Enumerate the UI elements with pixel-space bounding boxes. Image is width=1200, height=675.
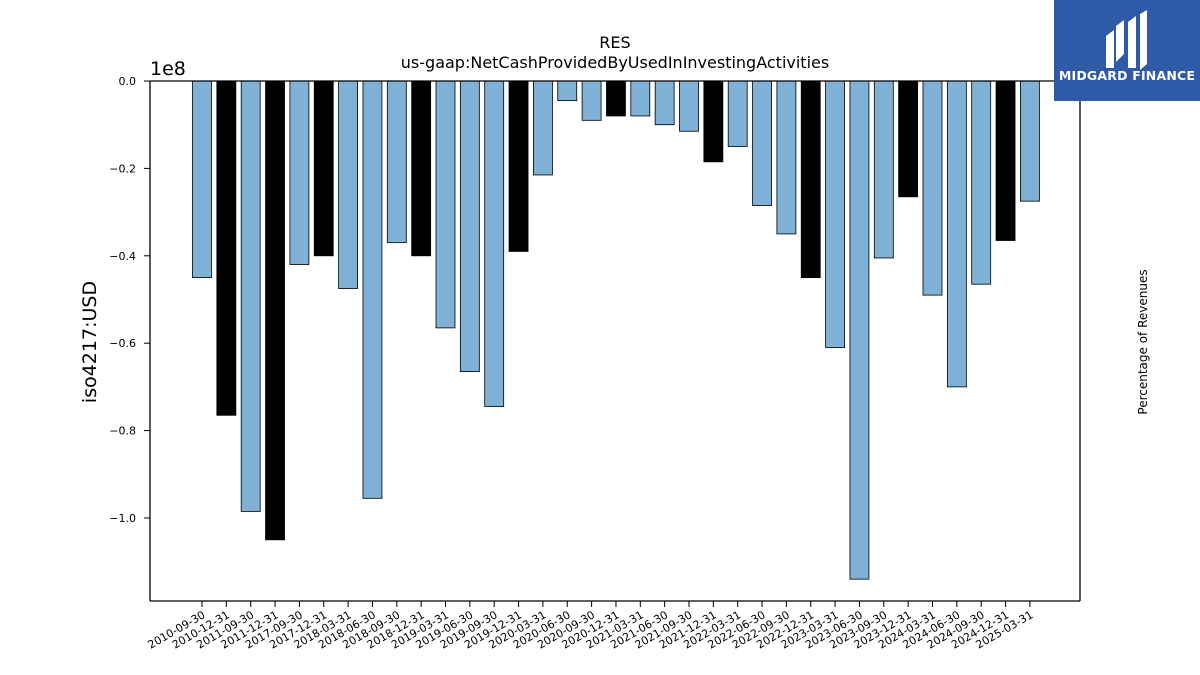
- chart-subtitle: us-gaap:NetCashProvidedByUsedInInvesting…: [401, 53, 829, 72]
- bar: [435, 80, 456, 329]
- y-tick-label: −1.0: [109, 512, 136, 525]
- bar: [995, 80, 1016, 241]
- bar: [727, 80, 748, 147]
- y-offset-label: 1e8: [150, 58, 186, 80]
- bar: [289, 80, 310, 265]
- y-tick-label: −0.2: [109, 162, 136, 175]
- bar: [873, 80, 894, 259]
- bar: [362, 80, 383, 499]
- bar: [654, 80, 675, 126]
- y-tick-label: 0.0: [119, 75, 137, 88]
- midgard-finance-logo: MIDGARD FINANCE: [1054, 0, 1200, 101]
- y-axis-label: iso4217:USD: [79, 281, 101, 403]
- bar: [386, 80, 407, 244]
- bar: [679, 80, 699, 132]
- logo-mark-icon: [1106, 10, 1147, 70]
- bar: [1020, 80, 1040, 202]
- bar: [508, 80, 529, 252]
- y-tick-label: −0.8: [109, 425, 136, 438]
- bar: [898, 80, 919, 198]
- bars-group: [192, 80, 1040, 580]
- bar: [825, 80, 845, 348]
- bar: [800, 80, 821, 279]
- bar: [776, 80, 797, 235]
- bar: [557, 80, 578, 102]
- logo-text: MIDGARD FINANCE: [1058, 68, 1196, 83]
- bar: [971, 80, 992, 285]
- bar: [703, 80, 724, 163]
- bar: [459, 80, 480, 372]
- y-axis-ticks: 0.0 −0.2 −0.4 −0.6 −0.8 −1.0: [109, 75, 150, 525]
- bar: [581, 80, 602, 121]
- bar: [411, 80, 432, 257]
- bar: [752, 80, 772, 206]
- bar: [606, 80, 626, 117]
- bar: [484, 80, 505, 407]
- axes-frame: [149, 80, 1081, 602]
- bar: [946, 80, 967, 388]
- x-axis-ticks: 2010-09-302010-12-312011-09-302011-12-31…: [146, 601, 1035, 652]
- bar: [265, 80, 285, 541]
- bar: [313, 80, 334, 257]
- y-tick-label: −0.6: [109, 337, 136, 350]
- bar: [630, 80, 651, 117]
- y2-axis-label: Percentage of Revenues: [1136, 269, 1150, 414]
- bar: [338, 80, 359, 289]
- bar: [216, 80, 237, 416]
- y-tick-label: −0.4: [109, 250, 136, 263]
- bar: [533, 80, 553, 176]
- bar: [922, 80, 943, 296]
- chart-title: RES: [599, 33, 630, 52]
- bar: [240, 80, 261, 512]
- bar: [849, 80, 870, 580]
- bar: [192, 80, 212, 279]
